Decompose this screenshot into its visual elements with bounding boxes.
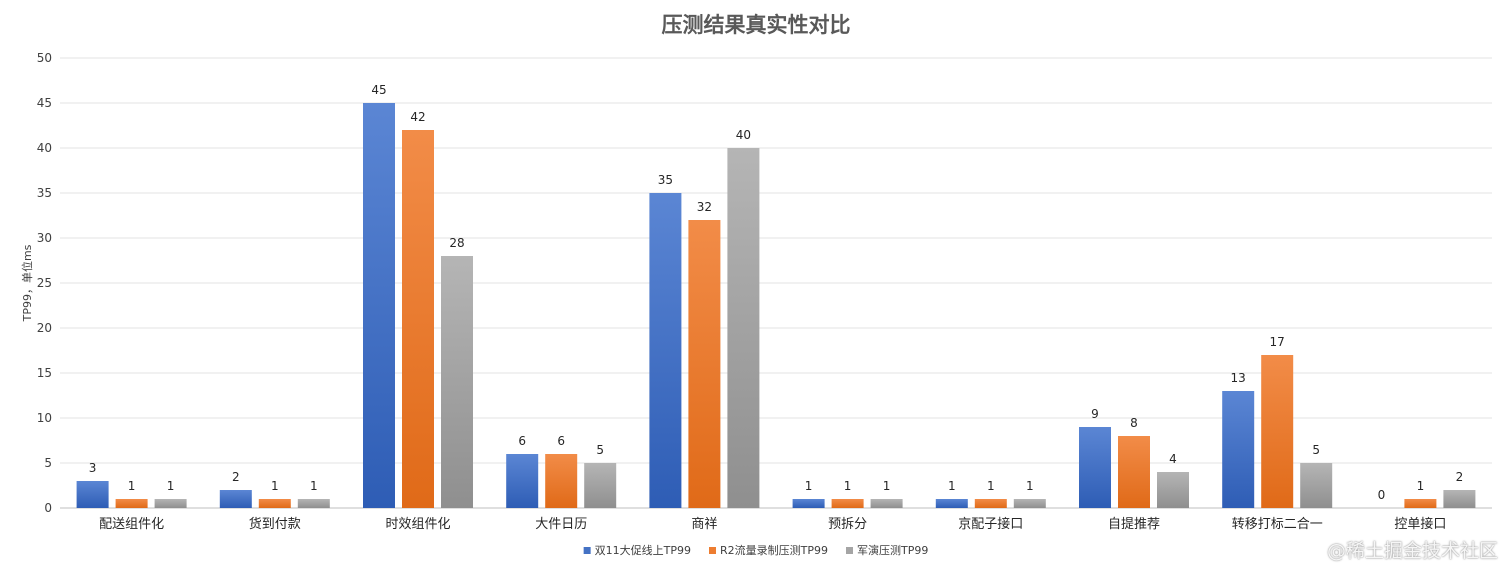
data-label: 1 [948,479,956,493]
bar [727,148,760,508]
bar [1404,499,1437,508]
data-label: 42 [410,110,425,124]
data-label: 6 [518,434,526,448]
data-label: 6 [557,434,565,448]
legend-label: R2流量录制压测TP99 [720,543,828,557]
legend-item: 军演压测TP99 [846,543,928,557]
bar [1157,472,1189,508]
bar [363,103,395,508]
data-label: 1 [310,479,318,493]
x-category-label: 自提推荐 [1108,516,1160,532]
bar [76,481,109,508]
data-label: 1 [844,479,852,493]
x-category-label: 控单接口 [1394,516,1446,532]
x-category-label: 转移打标二合一 [1232,517,1323,532]
bar [402,130,434,508]
bar [1300,463,1333,508]
data-label: 2 [232,470,240,484]
bar [1222,391,1255,508]
data-label: 2 [1456,470,1464,484]
bar [792,499,825,508]
data-label: 4 [1169,452,1177,466]
x-category-label: 货到付款 [249,516,301,532]
bar [870,499,903,508]
y-tick-label: 30 [37,231,52,245]
x-category-label: 预拆分 [828,517,867,532]
data-label: 28 [449,236,464,250]
data-label: 5 [596,443,604,457]
x-category-label: 商祥 [691,517,717,532]
bar [974,499,1007,508]
x-axis-categories: 配送组件化 货到付款 时效组件化 大件日历 商祥 预拆分 京配子接口 自提推荐 转移打标二合一 控… [99,516,1446,532]
data-label: 1 [1417,479,1425,493]
y-tick-label: 15 [37,366,52,380]
bars: 3 1 1 2 1 1 45 42 28 6 6 5 35 32 40 1 1 1 1 1 1 9 8 4 13 17 5 0 1 2 [76,83,1476,508]
bar [584,463,617,508]
bar [831,499,864,508]
x-category-label: 京配子接口 [958,516,1023,532]
bar [688,220,721,508]
data-label: 3 [89,461,97,475]
data-label: 1 [1026,479,1034,493]
bar [1261,355,1294,508]
data-label: 0 [1378,488,1386,502]
legend-item: 双11大促线上TP99 [583,543,691,557]
x-category-label: 大件日历 [535,517,587,532]
legend-swatch [709,547,716,554]
data-label: 40 [736,128,751,142]
gridlines [60,57,1492,509]
data-label: 9 [1091,407,1099,421]
y-tick-label: 35 [37,186,52,200]
y-axis-label: TP99，单位ms [20,244,34,322]
data-label: 17 [1270,335,1285,349]
data-label: 35 [658,173,673,187]
y-tick-label: 40 [37,141,52,155]
watermark: @稀土掘金技术社区 [1326,540,1498,562]
bar [545,454,578,508]
x-category-label: 时效组件化 [385,517,450,532]
bar [441,256,473,508]
chart-title: 压测结果真实性对比 [662,13,851,37]
bar [1443,490,1476,508]
data-label: 5 [1312,443,1320,457]
bar [219,490,252,508]
y-axis-ticks: 0 5 10 15 20 25 30 35 40 45 50 [37,51,52,515]
legend-swatch [846,547,853,554]
data-label: 1 [128,479,136,493]
data-label: 1 [987,479,995,493]
y-tick-label: 0 [44,501,52,515]
y-tick-label: 5 [44,456,52,470]
data-label: 45 [371,83,386,97]
data-label: 1 [805,479,813,493]
bar [649,193,682,508]
x-category-label: 配送组件化 [99,517,164,532]
y-tick-label: 50 [37,51,52,65]
bar [154,499,187,508]
data-label: 1 [883,479,891,493]
data-label: 8 [1130,416,1138,430]
data-label: 1 [271,479,279,493]
y-tick-label: 45 [37,96,52,110]
legend-label: 双11大促线上TP99 [595,543,691,557]
y-tick-label: 10 [37,411,52,425]
y-tick-label: 20 [37,321,52,335]
bar [1013,499,1046,508]
y-tick-label: 25 [37,276,52,290]
bar [506,454,539,508]
legend-item: R2流量录制压测TP99 [709,543,828,557]
bar [297,499,330,508]
bar [115,499,148,508]
data-label: 32 [697,200,712,214]
bar [1118,436,1150,508]
data-label: 13 [1231,371,1246,385]
legend-label: 军演压测TP99 [857,543,928,557]
bar [935,499,968,508]
legend-swatch [583,547,591,554]
bar [1079,427,1111,508]
legend: 双11大促线上TP99 R2流量录制压测TP99 军演压测TP99 [583,543,928,557]
bar [258,499,291,508]
data-label: 1 [167,479,175,493]
